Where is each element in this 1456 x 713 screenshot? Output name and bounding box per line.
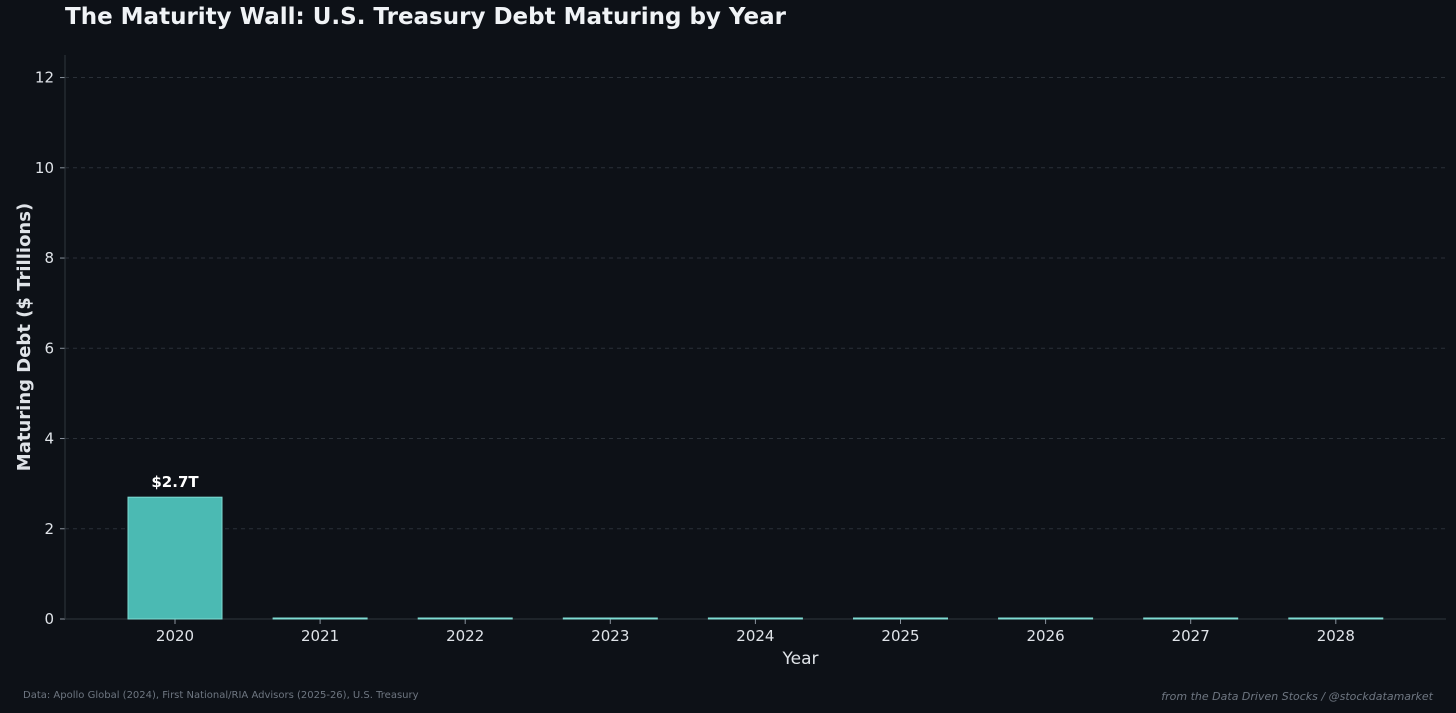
- y-tick-label: 6: [44, 339, 54, 357]
- y-tick-label: 10: [35, 159, 54, 177]
- bar-2024: [707, 617, 803, 620]
- x-tick-label: 2023: [591, 627, 629, 645]
- source-note: Data: Apollo Global (2024), First Nation…: [23, 690, 419, 701]
- bar-2027: [1143, 617, 1239, 620]
- bar-2021: [272, 617, 368, 620]
- x-tick-label: 2025: [881, 627, 919, 645]
- x-tick-label: 2026: [1027, 627, 1065, 645]
- gridlines: [65, 77, 1446, 530]
- bar-2026: [998, 617, 1094, 620]
- bar-2023: [562, 617, 658, 620]
- y-tick-label: 8: [44, 249, 54, 267]
- data-label: $2.7T: [151, 473, 199, 491]
- bars: [127, 496, 1384, 620]
- y-tick-label: 0: [44, 610, 54, 628]
- bar-2022: [417, 617, 513, 620]
- y-tick-label: 12: [35, 69, 54, 87]
- x-tick-label: 2024: [736, 627, 774, 645]
- x-tick-label: 2022: [446, 627, 484, 645]
- axes: 0 2 4 6 8 10 12 2020 2021 2022 2023 2024 2025 2026 202…: [14, 55, 1446, 669]
- bar-2020: [127, 496, 223, 620]
- x-tick-label: 2028: [1317, 627, 1355, 645]
- x-tick-label: 2027: [1172, 627, 1210, 645]
- y-axis-title: Maturing Debt ($ Trillions): [14, 203, 35, 471]
- x-axis-title: Year: [782, 649, 819, 669]
- data-labels: $2.7T: [151, 473, 199, 491]
- bar-2025: [853, 617, 948, 620]
- bar-2028: [1288, 617, 1384, 620]
- x-tick-label: 2020: [156, 627, 194, 645]
- chart-title: The Maturity Wall: U.S. Treasury Debt Ma…: [65, 4, 786, 30]
- y-tick-label: 2: [44, 520, 54, 538]
- credit-note: from the Data Driven Stocks / @stockdata…: [1161, 690, 1433, 703]
- y-tick-label: 4: [44, 430, 54, 448]
- x-tick-label: 2021: [301, 627, 339, 645]
